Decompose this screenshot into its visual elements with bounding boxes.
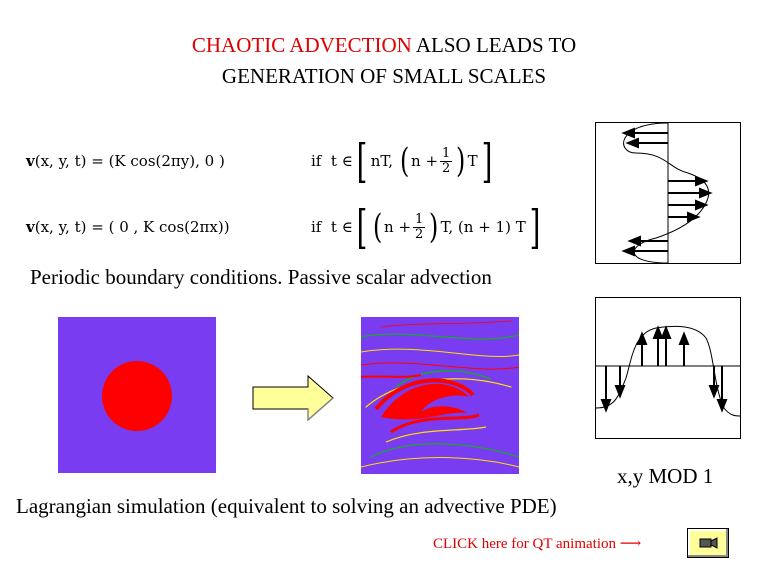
- eq1-if: if: [311, 152, 322, 170]
- eq1-t-in: t ∈: [330, 152, 353, 170]
- eq1-args: (x, y, t) = (K cos(2πy), 0 ): [34, 152, 225, 170]
- eq1-open-paren: (: [399, 141, 410, 181]
- eq1-lower: nT,: [370, 152, 393, 170]
- velocity-equation-1: v (x, y, t) = (K cos(2πy), 0 ) if t ∈ [ …: [26, 138, 492, 184]
- velocity-equation-2: v (x, y, t) = ( 0 , K cos(2πx)) if t ∈ […: [26, 204, 540, 250]
- eq1-open-bracket: [: [356, 134, 368, 188]
- title-line1-rest: ALSO LEADS TO: [411, 33, 577, 57]
- eq1-close-bracket: ]: [481, 134, 492, 188]
- advected-scalar-field: [361, 317, 519, 474]
- eq2-lhs: v: [26, 218, 35, 236]
- eq1-upper-T: T: [467, 152, 478, 170]
- mod-caption: x,y MOD 1: [617, 464, 714, 488]
- eq2-open-bracket: [: [356, 200, 368, 254]
- qt-animation-button[interactable]: [687, 528, 729, 558]
- initial-scalar-field: [58, 317, 216, 473]
- eq2-args: (x, y, t) = ( 0 , K cos(2πx)): [34, 218, 230, 236]
- periodic-caption: Periodic boundary conditions. Passive sc…: [30, 265, 492, 289]
- eq1-close-paren: ): [456, 141, 466, 181]
- eq2-if: if: [311, 218, 322, 236]
- shear-profile-vertical: [595, 297, 741, 439]
- eq2-open-paren: (: [372, 207, 383, 247]
- qt-animation-link[interactable]: CLICK here for QT animation ⟶: [433, 536, 642, 552]
- shear-profile-horizontal: [595, 122, 741, 264]
- title-highlight: CHAOTIC ADVECTION: [191, 33, 412, 57]
- camera-icon: [699, 537, 718, 549]
- eq2-close-bracket: ]: [529, 200, 541, 254]
- eq2-close-paren: ): [429, 207, 439, 247]
- slide-title: CHAOTIC ADVECTION ALSO LEADS TO GENERATI…: [0, 30, 768, 92]
- eq2-n-plus: n +: [384, 218, 412, 236]
- title-line2: GENERATION OF SMALL SCALES: [221, 64, 547, 88]
- eq2-mid: T, (n + 1) T: [440, 218, 526, 236]
- lagrangian-caption: Lagrangian simulation (equivalent to sol…: [16, 494, 557, 518]
- eq2-t-in: t ∈: [330, 218, 353, 236]
- eq1-n-plus: n +: [411, 152, 439, 170]
- right-arrow-icon: [252, 375, 334, 421]
- eq1-lhs: v: [26, 152, 35, 170]
